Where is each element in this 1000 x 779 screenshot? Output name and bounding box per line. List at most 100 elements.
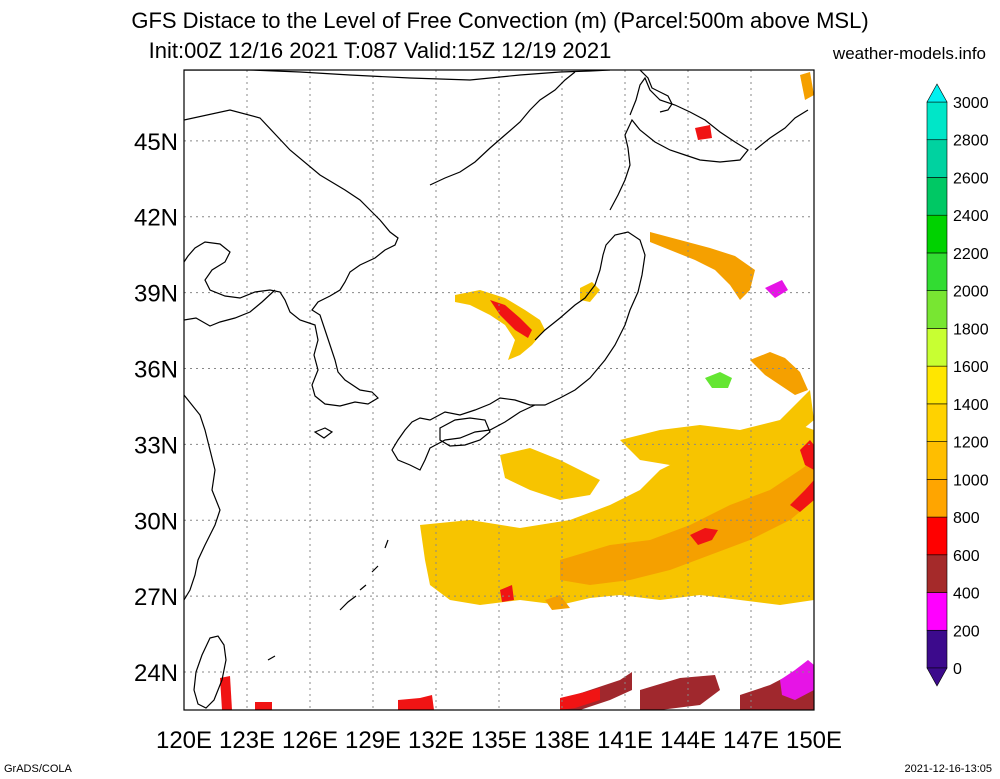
coastline-jeju [313,427,334,439]
colorbar-label: 1800 [953,321,989,338]
colorbar-swatch [926,177,948,216]
coastline-primorye [429,71,576,186]
lfc-contour-patch [255,702,272,710]
coastline-ryukyu [267,539,389,661]
latitude-tick-labels: 24N 27N 30N 33N 36N 39N 42N 45N [134,129,178,687]
coastline-hokkaido [609,76,749,211]
coastline-korea-china [184,109,399,407]
lon-tick-label: 129E [345,727,401,754]
lfc-contour-patch [690,528,718,545]
chart-subtitle: Init:00Z 12/16 2021 T:087 Valid:15Z 12/1… [148,38,612,63]
colorbar-label: 1600 [953,359,989,376]
colorbar-label: 0 [953,661,962,678]
lfc-contour-patch [560,688,600,710]
lat-tick-label: 45N [134,129,178,156]
colorbar-swatch [926,592,948,631]
coastline-kuril [754,109,809,151]
colorbar-swatch [926,214,948,254]
colorbar-swatch [926,479,948,518]
lfc-contour-patch [780,660,814,700]
lfc-contour-patch [790,480,814,512]
colorbar-cap-top [926,83,948,103]
footer-software: GrADS/COLA [4,763,72,775]
lfc-contour-patch [500,585,514,602]
lfc-contour-patch [560,460,814,585]
lfc-contour-patch [620,390,814,465]
lfc-contour-patch [420,425,814,605]
colorbar-label: 1400 [953,397,989,414]
colorbar-swatch [926,516,948,556]
coastline-taiwan [193,635,227,709]
lon-tick-label: 123E [219,727,275,754]
lfc-field-layer [220,72,814,710]
coastline-shikoku [439,417,491,447]
colorbar-label: 2400 [953,208,989,225]
lfc-contour-patch [705,372,732,388]
colorbar-swatch [926,629,948,669]
lon-tick-label: 147E [723,727,779,754]
source-label: weather-models.info [832,44,986,63]
lat-tick-label: 39N [134,281,178,308]
lat-tick-label: 36N [134,356,178,383]
colorbar-swatch [926,403,948,442]
colorbar-label: 600 [953,548,980,565]
colorbar-swatch [926,290,948,329]
lat-tick-label: 30N [134,508,178,535]
lfc-contour-patch [220,676,232,710]
lon-tick-label: 135E [471,727,527,754]
colorbar-label: 1200 [953,435,989,452]
colorbar-label: 2000 [953,284,989,301]
lfc-contour-patch [650,232,755,300]
lon-tick-label: 150E [786,727,842,754]
lat-tick-label: 42N [134,205,178,232]
lon-tick-label: 126E [282,727,338,754]
lat-tick-label: 24N [134,660,178,687]
coastline-china-south [184,394,221,601]
lfc-contour-patch [398,695,434,710]
coastlines [184,70,809,709]
lon-tick-label: 141E [597,727,653,754]
lat-tick-label: 27N [134,584,178,611]
colorbar-swatch [926,101,948,141]
colorbar-cap-bottom [926,667,948,687]
lfc-contour-patch [500,448,600,500]
colorbar-swatch [926,139,948,178]
colorbar-swatch [926,365,948,405]
coastline-russia [184,70,611,81]
colorbar-label: 2800 [953,133,989,150]
lon-tick-label: 132E [408,727,464,754]
lfc-contour-patch [545,595,570,610]
chart-title: GFS Distace to the Level of Free Convect… [131,8,869,33]
colorbar-label: 400 [953,586,980,603]
footer-timestamp: 2021-12-16-13:05 [904,763,992,775]
coastline-shandong [184,289,276,327]
colorbar-label: 800 [953,510,980,527]
longitude-tick-labels: 120E 123E 126E 129E 132E 135E 138E 141E 144E 147E… [156,727,842,754]
lfc-contour-patch [640,675,720,710]
colorbar-label: 2600 [953,170,989,187]
lfc-contour-patch [800,440,814,470]
colorbar-label: 1000 [953,472,989,489]
lon-tick-label: 138E [534,727,590,754]
gridlines [184,70,814,710]
lon-tick-label: 144E [660,727,716,754]
colorbar-legend: 0 200 400 600 800 1000 1200 1400 1600 1800 2000 220… [926,83,989,687]
map-frame [183,69,815,711]
lat-tick-label: 33N [134,432,178,459]
lfc-contour-patch [765,280,788,298]
lfc-contour-patch [490,300,532,338]
lfc-contour-patch [695,125,712,140]
coastline-sakhalin [639,70,673,113]
colorbar-label: 2200 [953,246,989,263]
lfc-contour-patch [750,352,808,395]
colorbar-swatch [926,441,948,480]
colorbar-label: 3000 [953,95,989,112]
lfc-contour-patch [455,290,545,360]
lfc-contour-patch [800,72,814,100]
colorbar-label: 200 [953,623,980,640]
coastline-honshu [391,231,646,471]
lon-tick-label: 120E [156,727,212,754]
colorbar-swatch [926,554,948,593]
colorbar-swatch [926,252,948,291]
